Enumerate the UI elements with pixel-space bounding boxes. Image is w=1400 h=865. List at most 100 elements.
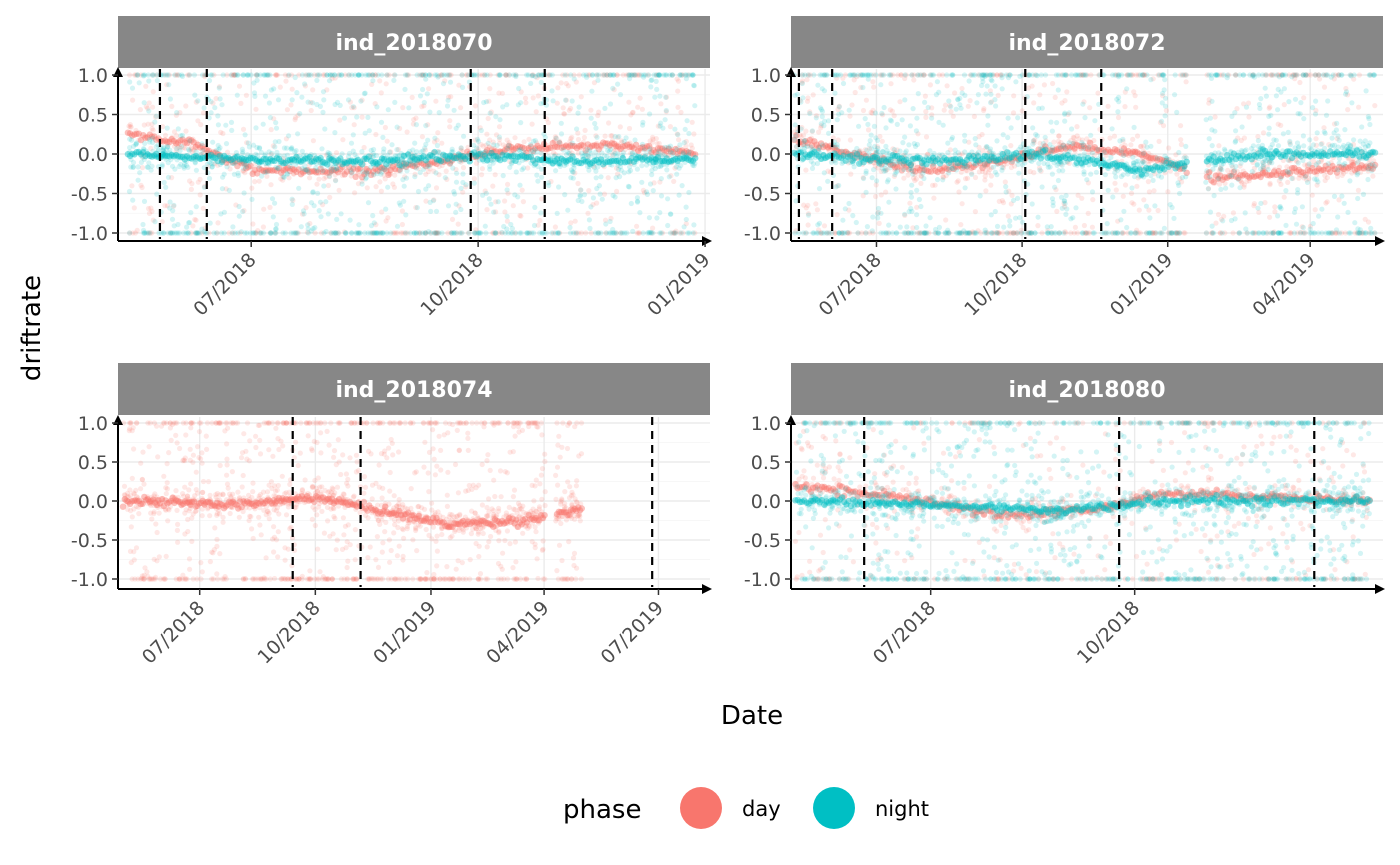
point-day	[643, 147, 649, 153]
point-night	[380, 134, 386, 140]
point-day	[1165, 189, 1171, 195]
point-day	[195, 230, 201, 236]
point-day	[350, 165, 357, 171]
point-night	[298, 224, 304, 230]
point-night	[262, 93, 269, 99]
point-day	[135, 72, 141, 78]
point-night	[260, 230, 266, 236]
point-night	[417, 93, 424, 99]
point-day	[455, 221, 461, 227]
point-night	[452, 191, 458, 197]
point-day	[409, 157, 415, 163]
point-day	[551, 145, 557, 151]
point-day	[507, 159, 513, 165]
point-day	[655, 123, 661, 129]
point-night	[1323, 72, 1329, 78]
points-ind_2018070	[124, 72, 699, 236]
point-night	[1283, 188, 1289, 194]
point-night	[809, 165, 816, 171]
point-day	[585, 72, 592, 78]
point-night	[1310, 105, 1316, 111]
point-day	[378, 188, 384, 194]
point-night	[1295, 190, 1301, 196]
point-night	[392, 99, 398, 105]
point-night	[432, 230, 438, 236]
point-night	[945, 150, 951, 156]
point-day	[1134, 133, 1141, 139]
point-day	[307, 220, 313, 227]
point-night	[685, 230, 691, 236]
point-night	[1001, 224, 1007, 230]
point-night	[257, 145, 263, 152]
point-day	[253, 106, 259, 112]
point-day	[188, 145, 194, 151]
point-day	[650, 139, 656, 145]
point-night	[154, 191, 160, 197]
point-night	[647, 181, 654, 187]
point-day	[503, 72, 509, 78]
point-night	[364, 171, 370, 177]
point-night	[404, 168, 410, 174]
point-night	[630, 228, 636, 234]
point-night	[202, 230, 208, 236]
point-day	[230, 72, 237, 78]
point-night	[320, 168, 326, 174]
point-day	[231, 159, 238, 165]
point-night	[453, 201, 459, 207]
point-day	[132, 230, 138, 236]
point-day	[1133, 104, 1139, 110]
point-day	[465, 144, 471, 150]
point-night	[684, 118, 690, 124]
point-day	[150, 72, 156, 78]
point-day	[327, 174, 333, 180]
point-day	[150, 127, 156, 133]
point-night	[206, 175, 213, 182]
point-day	[575, 136, 582, 143]
point-night	[310, 100, 316, 106]
point-night	[553, 168, 559, 174]
point-night	[875, 205, 882, 212]
point-day	[954, 179, 960, 185]
point-night	[212, 105, 218, 111]
point-night	[535, 178, 541, 184]
point-day	[923, 134, 930, 140]
point-day	[447, 118, 453, 124]
point-night	[988, 72, 994, 78]
point-night	[1054, 120, 1060, 126]
point-night	[186, 72, 193, 78]
point-day	[1267, 180, 1273, 186]
point-night	[348, 230, 355, 236]
point-day	[648, 145, 654, 151]
point-day	[373, 131, 379, 138]
point-day	[425, 122, 431, 128]
point-night	[571, 76, 577, 82]
point-night	[657, 230, 663, 236]
point-day	[231, 72, 237, 78]
point-night	[682, 126, 688, 132]
point-day	[567, 147, 573, 153]
point-day	[509, 149, 515, 155]
point-night	[677, 142, 683, 148]
point-night	[487, 166, 493, 172]
point-day	[399, 208, 405, 214]
point-night	[158, 230, 164, 236]
point-day	[447, 153, 453, 159]
point-day	[336, 162, 342, 168]
point-day	[391, 184, 397, 190]
point-day	[329, 168, 335, 175]
point-night	[350, 104, 356, 110]
point-night	[413, 230, 419, 236]
point-day	[871, 84, 877, 90]
point-day	[169, 103, 175, 109]
point-night	[925, 104, 931, 111]
point-day	[1267, 214, 1273, 220]
point-night	[1336, 137, 1342, 143]
point-night	[356, 72, 362, 78]
point-day	[255, 228, 261, 234]
point-day	[1070, 134, 1076, 140]
point-night	[1007, 223, 1013, 229]
point-night	[236, 203, 242, 210]
point-night	[1307, 137, 1313, 143]
point-day	[834, 212, 840, 218]
